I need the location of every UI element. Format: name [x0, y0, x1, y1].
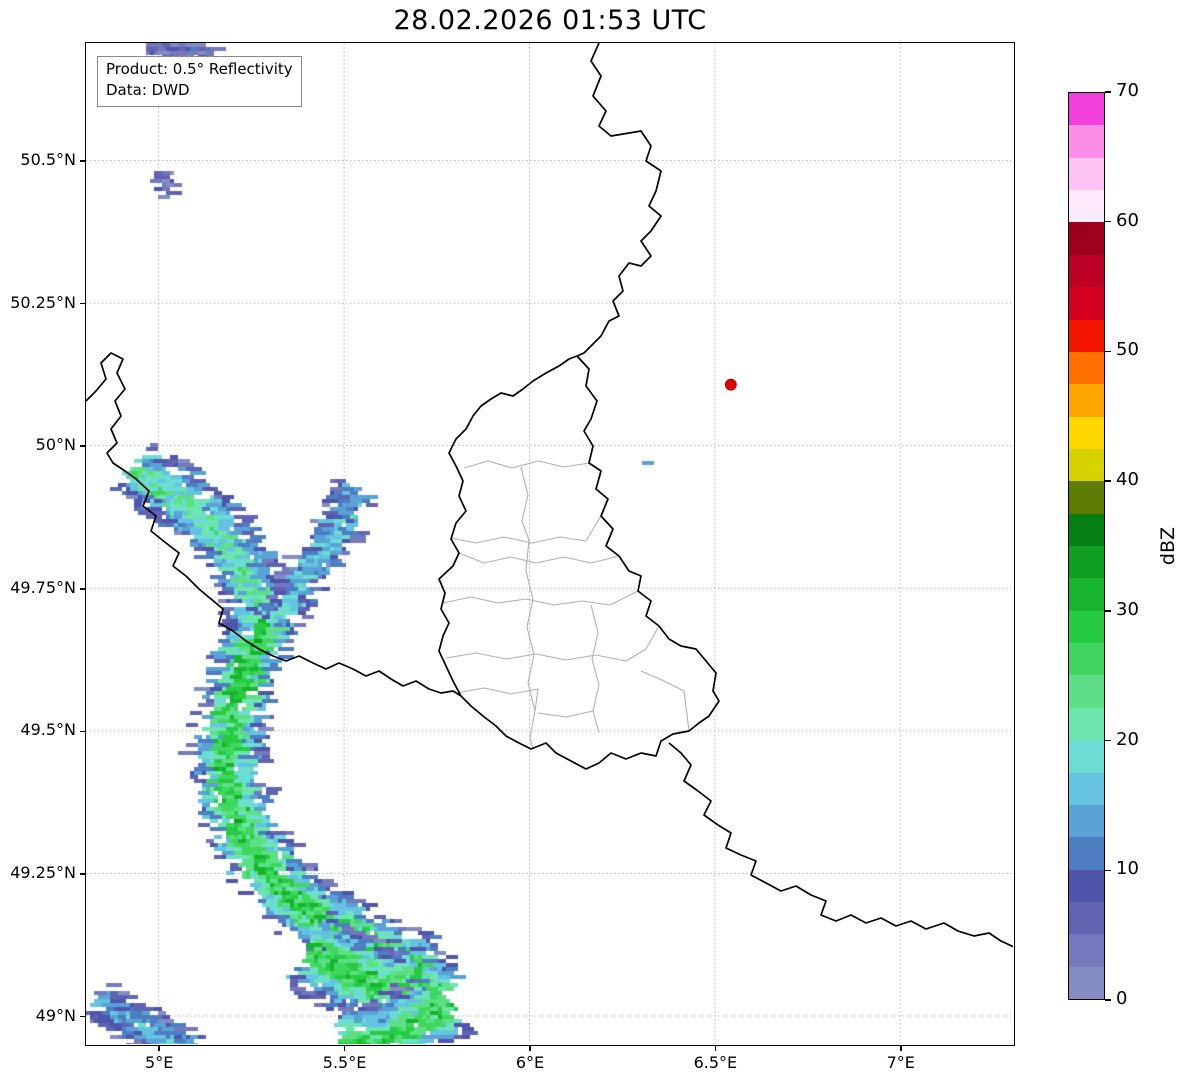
colorbar-tick-mark [1105, 220, 1111, 223]
colorbar-tick-label: 70 [1116, 80, 1139, 101]
x-tick-label: 5°E [145, 1053, 174, 1072]
admin-border [463, 460, 590, 469]
y-tick-label: 49°N [35, 1005, 76, 1025]
colorbar-segment [1069, 448, 1104, 482]
colorbar-segment [1069, 222, 1104, 255]
radar-echo-layer [86, 43, 1013, 1044]
colorbar-segment [1069, 934, 1104, 967]
border-layer [86, 43, 1013, 948]
colorbar-tick-mark [1105, 480, 1111, 482]
admin-border [520, 466, 530, 541]
x-tick-label: 7°E [886, 1053, 915, 1072]
x-tick-mark [529, 1046, 531, 1051]
y-tick-label: 49.75°N [10, 577, 76, 597]
admin-border [590, 604, 600, 734]
colorbar-segment [1069, 319, 1104, 352]
colorbar-tick-label: 20 [1116, 728, 1139, 750]
colorbar-segment [1069, 772, 1104, 805]
country-border [86, 352, 462, 697]
x-tick-mark [900, 1046, 902, 1051]
colorbar-segment [1069, 157, 1104, 191]
x-tick-mark [158, 1046, 160, 1051]
x-tick-mark [714, 1046, 717, 1051]
map-plot-area: Product: 0.5° Reflectivity Data: DWD [85, 42, 1015, 1046]
colorbar-segment [1069, 901, 1104, 935]
colorbar-segment [1069, 190, 1104, 223]
colorbar-tick-label: 50 [1116, 339, 1139, 361]
colorbar-tick-label: 0 [1116, 988, 1128, 1009]
admin-border [525, 539, 536, 750]
x-tick-mark [343, 1046, 346, 1051]
y-tick-mark [80, 873, 85, 875]
colorbar-tick-label: 10 [1116, 858, 1139, 880]
country-border [576, 43, 662, 357]
colorbar-segment [1069, 287, 1104, 320]
admin-border [450, 515, 602, 544]
admin-border [458, 552, 620, 564]
figure-title: 28.02.2026 01:53 UTC [393, 5, 707, 36]
colorbar-segment [1069, 675, 1104, 708]
colorbar-segment [1069, 384, 1104, 417]
country-border [438, 355, 720, 770]
y-tick-label: 49.5°N [20, 720, 76, 740]
x-tick-label: 6.5°E [693, 1053, 738, 1072]
colorbar-segment [1069, 481, 1104, 514]
colorbar-tick-mark [1105, 610, 1111, 612]
colorbar-segment [1069, 351, 1104, 385]
colorbar-tick-mark [1105, 350, 1111, 353]
country-border [668, 742, 1013, 948]
colorbar-segment [1069, 513, 1104, 547]
admin-border [537, 710, 594, 718]
product-info-box: Product: 0.5° Reflectivity Data: DWD [97, 56, 302, 107]
y-tick-mark [80, 1015, 85, 1018]
y-tick-label: 50.5°N [20, 149, 76, 169]
x-tick-label: 6°E [515, 1053, 545, 1072]
colorbar-segment [1069, 610, 1104, 644]
colorbar-tick-label: 40 [1116, 469, 1139, 491]
colorbar-tick-mark [1105, 739, 1111, 742]
y-tick-mark [80, 730, 85, 733]
colorbar-segment [1069, 837, 1104, 870]
radar-site-marker [724, 378, 737, 391]
colorbar-segment [1069, 804, 1104, 838]
y-tick-label: 49.25°N [10, 862, 76, 882]
y-tick-mark [80, 160, 85, 162]
product-label: Product: 0.5° Reflectivity [106, 60, 293, 78]
y-tick-label: 50.25°N [10, 292, 76, 312]
y-tick-mark [80, 302, 85, 305]
y-tick-mark [80, 588, 85, 590]
colorbar-segment [1069, 416, 1104, 449]
colorbar-segment [1069, 966, 1104, 1000]
data-source-label: Data: DWD [106, 81, 190, 100]
x-tick-label: 5.5°E [322, 1053, 367, 1072]
admin-border [445, 625, 660, 662]
colorbar-segment [1069, 707, 1104, 741]
colorbar-tick-mark [1105, 999, 1111, 1001]
admin-border [455, 687, 539, 712]
admin-border [442, 590, 639, 606]
colorbar-tick-label: 60 [1116, 209, 1139, 231]
colorbar-tick-mark [1105, 869, 1111, 872]
colorbar-segment [1069, 125, 1104, 158]
colorbar [1068, 92, 1105, 1000]
colorbar-segment [1069, 578, 1104, 611]
colorbar-segment [1069, 643, 1104, 676]
colorbar-segment [1069, 93, 1104, 126]
colorbar-segment [1069, 546, 1104, 579]
colorbar-tick-label: 30 [1116, 598, 1139, 620]
admin-border [640, 670, 690, 732]
y-tick-mark [80, 445, 85, 447]
colorbar-segment [1069, 254, 1104, 288]
colorbar-tick-mark [1105, 91, 1111, 93]
colorbar-segment [1069, 740, 1104, 773]
y-tick-label: 50°N [35, 435, 76, 455]
colorbar-segment [1069, 869, 1104, 902]
colorbar-unit-label: dBZ [1157, 526, 1179, 566]
